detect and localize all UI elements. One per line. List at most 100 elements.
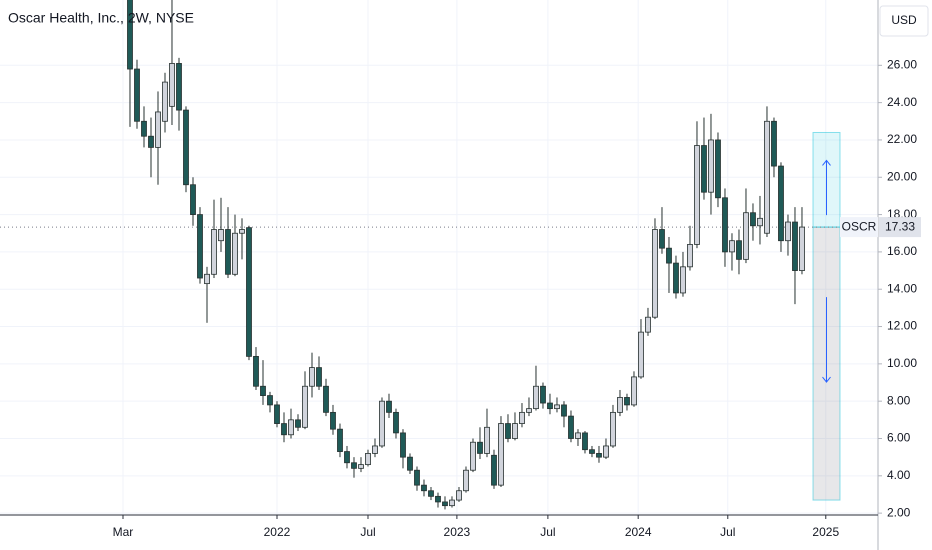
candle-body xyxy=(540,385,546,404)
candle-body xyxy=(288,419,294,436)
candle-body xyxy=(386,400,392,413)
candle-body xyxy=(645,316,651,333)
candle-body xyxy=(253,355,259,387)
candle-body xyxy=(603,445,609,458)
candle-body xyxy=(659,229,665,249)
grid xyxy=(0,0,878,515)
candle-body xyxy=(211,229,217,275)
candle-body xyxy=(582,432,588,451)
candle-body xyxy=(631,376,637,406)
candle-body xyxy=(792,221,798,271)
candle-body xyxy=(491,454,497,486)
candle-body xyxy=(428,490,434,497)
candle-body xyxy=(414,469,420,486)
candle-body xyxy=(295,419,301,428)
candle-body xyxy=(239,229,245,234)
candle-body xyxy=(561,404,567,417)
candle-body xyxy=(785,221,791,242)
candle-body xyxy=(330,411,336,430)
x-tick-label: 2024 xyxy=(625,525,652,539)
candle-body xyxy=(344,451,350,464)
y-tick-label: 26.00 xyxy=(887,57,917,71)
candle-body xyxy=(701,145,707,193)
x-tick-label: Jul xyxy=(360,525,375,539)
candle-body xyxy=(155,111,161,148)
y-tick-label: 20.00 xyxy=(887,169,917,183)
y-tick-label: 8.00 xyxy=(887,393,911,407)
candle-body xyxy=(372,445,378,454)
candle-body xyxy=(554,404,560,410)
position-tool xyxy=(812,131,841,501)
candle-body xyxy=(204,273,210,285)
candle-body xyxy=(400,432,406,458)
candle-body xyxy=(638,331,644,378)
candle-body xyxy=(771,120,777,167)
y-tick-label: 2.00 xyxy=(887,505,911,519)
candle-body xyxy=(505,423,511,439)
y-tick-label: 12.00 xyxy=(887,319,917,333)
candle-body xyxy=(533,385,539,410)
candle-body xyxy=(134,68,140,122)
y-tick-label: 24.00 xyxy=(887,95,917,109)
y-tick-label: 22.00 xyxy=(887,132,917,146)
candle-body xyxy=(568,415,574,439)
x-tick-label: Jul xyxy=(540,525,555,539)
candle-body xyxy=(589,449,595,454)
candle-body xyxy=(456,490,462,501)
candle-body xyxy=(225,229,231,275)
candle-body xyxy=(358,464,364,469)
symbol-label: OSCR xyxy=(842,219,877,233)
candle-body xyxy=(596,453,602,458)
candle-body xyxy=(694,145,700,245)
candle-body xyxy=(309,367,315,387)
x-tick-label: 2025 xyxy=(812,525,839,539)
candle-body xyxy=(169,63,175,107)
candle-body xyxy=(407,456,413,471)
candle-body xyxy=(743,212,749,260)
symbol-label-box xyxy=(840,217,878,238)
x-tick-label: Jul xyxy=(720,525,735,539)
candle-body xyxy=(260,385,266,396)
candle-body xyxy=(393,411,399,434)
x-tick-label: Mar xyxy=(113,525,134,539)
candle-body xyxy=(421,484,427,492)
candle-body xyxy=(246,227,252,357)
candle-body xyxy=(575,432,581,439)
candle-body xyxy=(687,244,693,268)
candle-body xyxy=(624,397,630,406)
candle-body xyxy=(323,385,329,413)
y-tick-label: 16.00 xyxy=(887,244,917,258)
y-tick-label: 4.00 xyxy=(887,468,911,482)
candle-body xyxy=(442,501,448,507)
candle-body xyxy=(750,212,756,227)
candle-body xyxy=(141,120,147,137)
candle-body xyxy=(729,240,735,253)
candle-body xyxy=(281,423,287,436)
candle-body xyxy=(162,81,168,122)
candle-body xyxy=(190,184,196,215)
candle-body xyxy=(127,0,133,70)
candle-body xyxy=(722,197,728,253)
currency-box[interactable] xyxy=(879,5,929,37)
candle-body xyxy=(519,411,525,424)
candle-body xyxy=(498,423,504,486)
candle-body xyxy=(176,63,182,111)
candle-body xyxy=(302,385,308,428)
candle-body xyxy=(183,109,189,186)
candle-body xyxy=(778,165,784,242)
candle-body xyxy=(715,139,721,199)
candle-body xyxy=(463,469,469,492)
candle-body xyxy=(757,217,763,227)
candle-body xyxy=(666,247,672,264)
candle-body xyxy=(148,135,154,148)
y-tick-label: 6.00 xyxy=(887,431,911,445)
candle-body xyxy=(526,408,532,413)
candle-body xyxy=(736,240,742,260)
candle-body xyxy=(764,120,770,234)
candles xyxy=(0,0,878,510)
candle-body xyxy=(267,395,273,406)
candle-body xyxy=(274,404,280,424)
currency: USD xyxy=(891,13,917,27)
candle-body xyxy=(484,426,490,454)
candle-body xyxy=(351,462,357,469)
